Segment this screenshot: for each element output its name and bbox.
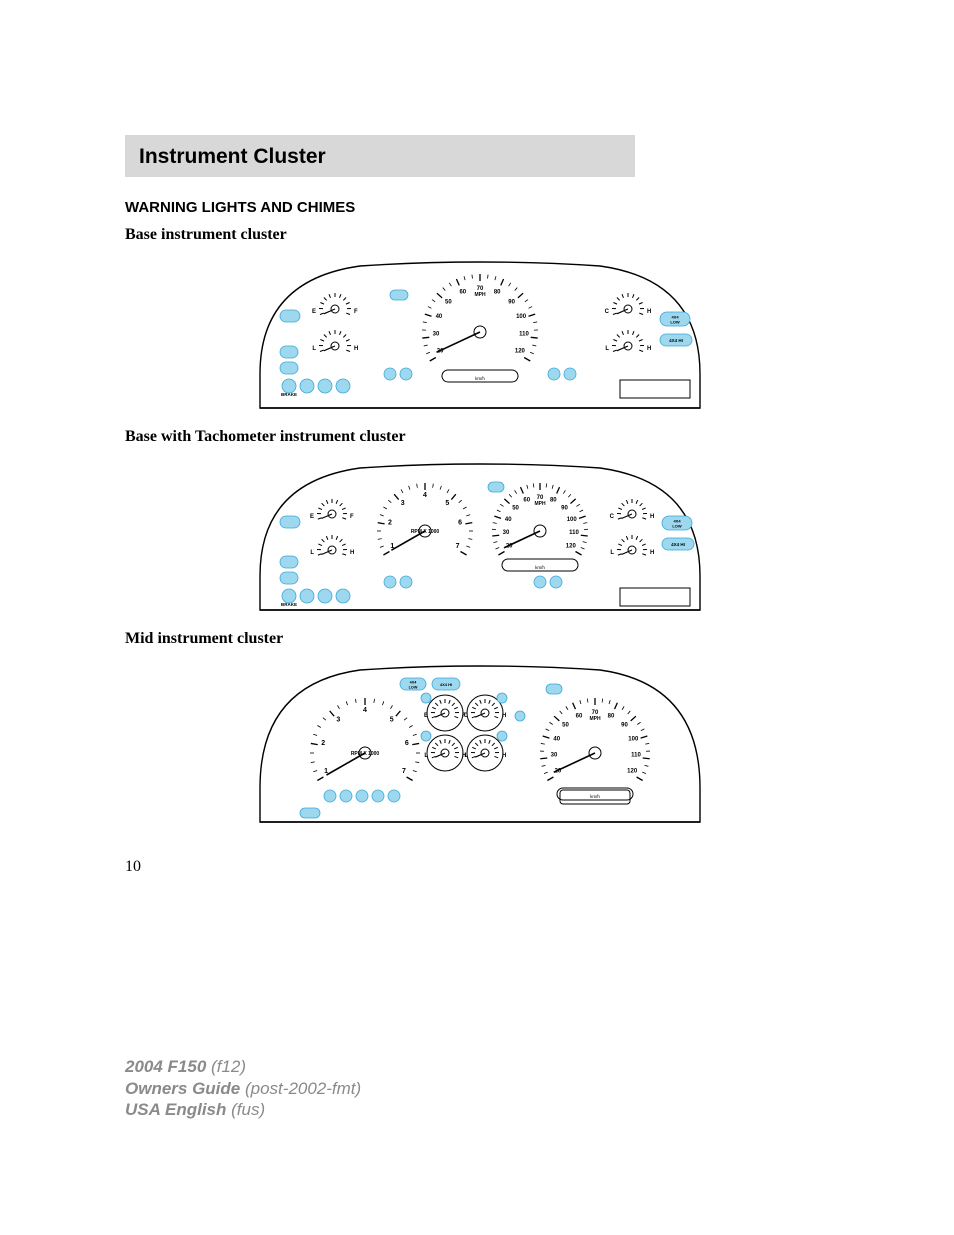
svg-text:5: 5	[445, 500, 449, 507]
footer-guide: Owners Guide	[125, 1079, 240, 1098]
svg-text:50: 50	[562, 723, 569, 729]
svg-text:4X4: 4X4	[409, 681, 417, 685]
svg-text:120: 120	[565, 543, 576, 549]
svg-text:6: 6	[404, 740, 408, 747]
svg-text:H: H	[647, 309, 651, 315]
svg-text:100: 100	[566, 517, 577, 523]
svg-text:E: E	[309, 514, 313, 520]
svg-text:40: 40	[504, 517, 511, 523]
svg-text:LOW: LOW	[670, 320, 680, 325]
svg-text:90: 90	[561, 505, 568, 511]
section-header-bar: Instrument Cluster	[125, 135, 635, 177]
svg-text:MPH: MPH	[474, 292, 486, 298]
svg-text:80: 80	[493, 289, 500, 295]
svg-text:7: 7	[455, 543, 459, 550]
cluster-diagram-base: EFLH2030405060708090100110120MPHkm/hCHLH…	[240, 254, 720, 414]
svg-text:120: 120	[627, 768, 638, 774]
svg-text:4X4 HI: 4X4 HI	[439, 682, 451, 687]
footer-lang-code: (fus)	[231, 1100, 265, 1119]
svg-text:2: 2	[321, 740, 325, 747]
svg-text:4X4 HI: 4X4 HI	[671, 542, 685, 547]
svg-text:MPH: MPH	[589, 716, 601, 722]
svg-text:110: 110	[519, 332, 529, 338]
svg-text:LOW: LOW	[672, 524, 682, 529]
svg-text:F: F	[354, 309, 358, 315]
svg-text:60: 60	[459, 289, 466, 295]
svg-text:L: L	[312, 346, 316, 352]
svg-text:L: L	[605, 346, 609, 352]
svg-text:km/h: km/h	[535, 565, 545, 570]
footer-block: 2004 F150 (f12) Owners Guide (post-2002-…	[125, 1056, 361, 1120]
svg-text:100: 100	[628, 736, 639, 742]
svg-text:80: 80	[549, 498, 556, 504]
svg-text:L: L	[610, 550, 614, 556]
page-number: 10	[125, 858, 834, 876]
svg-text:60: 60	[523, 498, 530, 504]
svg-text:H: H	[350, 550, 354, 556]
svg-text:LOW: LOW	[408, 686, 417, 690]
svg-text:6: 6	[458, 520, 462, 527]
footer-model-code: (f12)	[211, 1057, 246, 1076]
cluster-caption-2: Mid instrument cluster	[125, 630, 834, 648]
svg-text:110: 110	[569, 530, 579, 536]
cluster-diagram-tach: EFLH1234567RPM X 10002030405060708090100…	[240, 456, 720, 616]
footer-guide-code: (post-2002-fmt)	[245, 1079, 361, 1098]
svg-text:110: 110	[631, 752, 641, 758]
svg-text:BRAKE: BRAKE	[280, 392, 296, 397]
svg-text:3: 3	[400, 500, 404, 507]
svg-text:30: 30	[550, 752, 557, 758]
svg-text:120: 120	[514, 349, 525, 355]
svg-text:80: 80	[607, 713, 614, 719]
svg-text:4: 4	[423, 492, 427, 499]
svg-text:E: E	[311, 309, 315, 315]
footer-lang: USA English	[125, 1100, 226, 1119]
svg-text:30: 30	[502, 530, 509, 536]
svg-text:50: 50	[512, 505, 519, 511]
section-title: Instrument Cluster	[139, 145, 621, 169]
svg-text:30: 30	[432, 332, 439, 338]
svg-text:H: H	[647, 346, 651, 352]
svg-text:4X4 HI: 4X4 HI	[669, 338, 683, 343]
svg-text:90: 90	[508, 299, 515, 305]
cluster-caption-1: Base with Tachometer instrument cluster	[125, 428, 834, 446]
svg-text:MPH: MPH	[534, 501, 546, 507]
svg-text:3: 3	[336, 716, 340, 723]
svg-text:C: C	[609, 514, 614, 520]
svg-text:5: 5	[389, 716, 393, 723]
svg-text:H: H	[354, 346, 358, 352]
svg-text:100: 100	[516, 314, 527, 320]
svg-text:50: 50	[445, 299, 452, 305]
svg-text:90: 90	[621, 723, 628, 729]
svg-text:L: L	[310, 550, 314, 556]
svg-text:60: 60	[575, 713, 582, 719]
svg-text:4: 4	[363, 707, 367, 714]
svg-text:RPM X 1000: RPM X 1000	[350, 751, 379, 757]
cluster-diagram-mid: 1234567RPM X 100020304050607080901001101…	[240, 658, 720, 828]
cluster-caption-0: Base instrument cluster	[125, 226, 834, 244]
svg-text:C: C	[604, 309, 609, 315]
svg-text:H: H	[650, 550, 654, 556]
subsection-heading: WARNING LIGHTS AND CHIMES	[125, 199, 834, 216]
svg-text:km/h: km/h	[475, 376, 485, 381]
svg-text:40: 40	[553, 736, 560, 742]
svg-text:km/h: km/h	[590, 794, 600, 799]
svg-text:40: 40	[435, 314, 442, 320]
svg-text:BRAKE: BRAKE	[280, 602, 296, 607]
svg-text:2: 2	[388, 520, 392, 527]
svg-text:RPM X 1000: RPM X 1000	[410, 529, 439, 535]
svg-text:F: F	[350, 514, 354, 520]
footer-model: 2004 F150	[125, 1057, 206, 1076]
svg-text:7: 7	[402, 768, 406, 775]
svg-text:H: H	[650, 514, 654, 520]
